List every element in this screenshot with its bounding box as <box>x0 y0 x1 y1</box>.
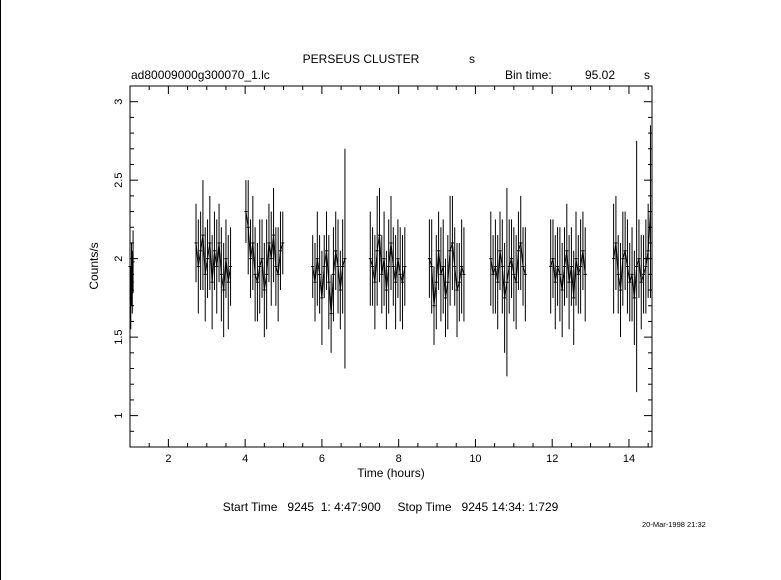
bin-time-value: 95.02 <box>585 68 615 82</box>
x-tick-label-3: 8 <box>396 453 402 465</box>
x-tick-label-2: 6 <box>319 453 325 465</box>
x-tick-label-5: 12 <box>546 453 558 465</box>
x-tick-label-4: 10 <box>469 453 481 465</box>
y-tick-label-3: 2.5 <box>113 173 125 188</box>
y-axis-label: Counts/s <box>87 242 101 289</box>
start-time-value: 9245 1: 4:47:900 <box>287 500 381 514</box>
y-tick-label-1: 1.5 <box>113 329 125 344</box>
y-tick-label-2: 2 <box>113 256 125 262</box>
chart-title: PERSEUS CLUSTER <box>303 52 420 66</box>
x-axis-label: Time (hours) <box>357 466 425 480</box>
footer-time-range: Start Time 9245 1: 4:47:900 Stop Time 92… <box>0 500 781 514</box>
x-tick-label-6: 14 <box>623 453 635 465</box>
x-tick-label-0: 2 <box>165 453 171 465</box>
y-axis-tick-labels: 1 1.5 2 2.5 3 <box>113 99 125 419</box>
stop-time-value: 9245 14:34: 1:729 <box>461 500 559 514</box>
start-time-label: Start Time <box>222 500 278 514</box>
timestamp: 20-Mar-1998 21:32 <box>642 520 706 529</box>
y-tick-label-0: 1 <box>113 413 125 419</box>
data-marks <box>128 125 652 393</box>
x-tick-label-1: 4 <box>242 453 248 465</box>
y-tick-label-4: 3 <box>113 99 125 105</box>
bin-time-label: Bin time: <box>505 68 552 82</box>
left-page-edge <box>0 0 1 580</box>
file-label: ad80009000g300070_1.lc <box>131 68 270 82</box>
chart-title-suffix: s <box>469 52 475 66</box>
x-axis-tick-labels: 2 4 6 8 10 12 14 <box>165 453 635 465</box>
x-axis-ticks <box>129 86 649 447</box>
bin-time-unit: s <box>644 68 650 82</box>
stop-time-label: Stop Time <box>397 500 452 514</box>
